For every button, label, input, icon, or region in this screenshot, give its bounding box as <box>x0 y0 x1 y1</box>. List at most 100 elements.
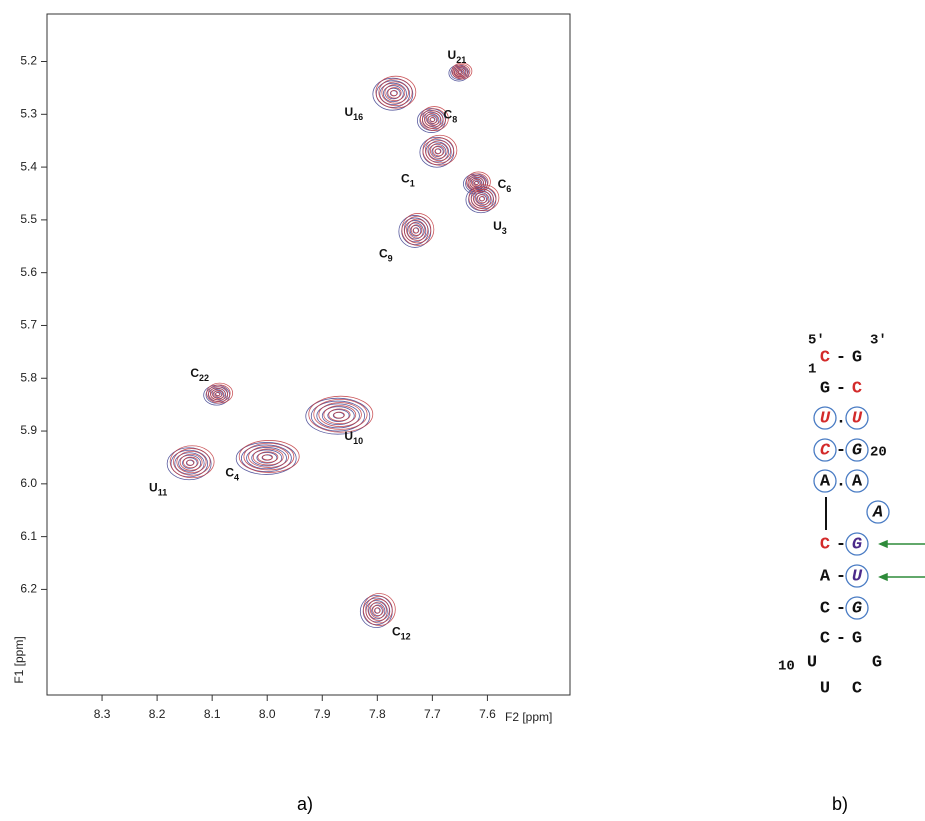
peak-label: C12 <box>392 625 411 642</box>
contour <box>327 409 350 422</box>
contour <box>318 402 362 427</box>
contour <box>452 64 471 79</box>
y-tick-label: 5.9 <box>20 423 37 437</box>
y-axis-label: F1 [ppm] <box>12 636 26 683</box>
contour <box>424 137 455 164</box>
nucleotide: G <box>852 348 862 367</box>
contour <box>431 146 444 157</box>
contour <box>409 225 422 237</box>
contour <box>256 452 278 464</box>
contour <box>323 405 357 425</box>
contour <box>403 215 432 244</box>
peak-label: U11 <box>149 481 167 498</box>
contour <box>426 115 438 125</box>
contour <box>313 398 368 430</box>
contour <box>333 411 345 419</box>
contour <box>423 110 444 128</box>
residue: C <box>444 108 453 122</box>
index-label: 1 <box>808 362 816 378</box>
residue: C <box>190 366 199 380</box>
contour <box>476 194 487 204</box>
contour <box>406 218 429 241</box>
contour <box>372 77 414 111</box>
y-tick-label: 5.5 <box>20 212 37 226</box>
peak-label: U3 <box>493 219 507 236</box>
contour <box>470 186 497 210</box>
residue-number: 3 <box>502 226 507 236</box>
contour <box>321 406 355 426</box>
contour <box>424 113 440 127</box>
residue-number: 4 <box>234 473 239 483</box>
nucleotide: U <box>820 409 831 428</box>
contour <box>473 192 490 207</box>
contour <box>371 605 383 617</box>
contour <box>406 222 424 240</box>
contour <box>212 390 223 399</box>
contour <box>390 89 398 97</box>
nucleotide: A <box>820 567 831 586</box>
nucleotide: G <box>872 653 882 672</box>
contour <box>382 85 404 103</box>
contour <box>472 189 494 208</box>
contour <box>374 607 381 614</box>
contour <box>410 224 423 236</box>
peak-label: C6 <box>498 177 512 194</box>
contour <box>328 408 351 422</box>
nucleotide: U <box>820 679 830 698</box>
nucleotide: A <box>852 472 863 491</box>
bond: - <box>836 599 846 618</box>
nucleotide-circle <box>845 564 869 588</box>
nucleotide: A <box>872 503 883 522</box>
peak-label: C1 <box>401 171 415 188</box>
contour <box>384 84 406 102</box>
panel-label: b) <box>832 794 848 814</box>
contour <box>183 456 199 469</box>
contour <box>477 193 488 204</box>
contour <box>434 148 442 154</box>
contour <box>468 184 500 212</box>
nucleotide: C <box>820 629 830 648</box>
nucleotide: U <box>852 567 863 586</box>
residue-number: 12 <box>401 632 411 642</box>
y-tick-label: 5.6 <box>20 265 37 279</box>
nucleotide: C <box>852 379 862 398</box>
nucleotide: C <box>820 599 830 618</box>
residue-number: 6 <box>506 184 511 194</box>
contour <box>408 221 426 239</box>
contour <box>169 445 215 479</box>
y-tick-label: 5.7 <box>20 318 37 332</box>
contour <box>178 454 202 472</box>
residue-number: 16 <box>353 113 363 123</box>
contour <box>466 171 491 193</box>
nucleotide: G <box>820 379 830 398</box>
contour <box>238 440 300 473</box>
arrows <box>878 539 925 582</box>
contour <box>425 112 441 126</box>
contour <box>368 602 386 620</box>
contour <box>179 453 203 471</box>
contour <box>401 213 435 246</box>
peak-label: C4 <box>225 466 239 483</box>
x-tick-label: 7.7 <box>424 707 441 721</box>
contour <box>251 449 283 467</box>
nucleotide: C <box>852 679 862 698</box>
x-axis-label: F2 [ppm] <box>505 710 552 724</box>
residue: C <box>498 177 507 191</box>
peak-label: C9 <box>379 247 393 264</box>
contour <box>474 180 480 185</box>
contour <box>454 65 469 78</box>
contour <box>182 457 198 469</box>
nucleotide-circle <box>813 438 837 462</box>
nucleotide-circle <box>813 406 837 430</box>
residue: U <box>448 48 457 62</box>
y-tick-label: 5.8 <box>20 370 37 384</box>
nucleotide-circle <box>813 469 837 493</box>
contour <box>176 450 207 474</box>
contour <box>262 454 273 461</box>
residue: U <box>344 105 353 119</box>
peak-label: C8 <box>444 108 458 125</box>
nucleotide-circle <box>845 469 869 493</box>
contour <box>186 459 195 466</box>
contour <box>174 452 205 475</box>
residue-number: 22 <box>199 373 209 383</box>
